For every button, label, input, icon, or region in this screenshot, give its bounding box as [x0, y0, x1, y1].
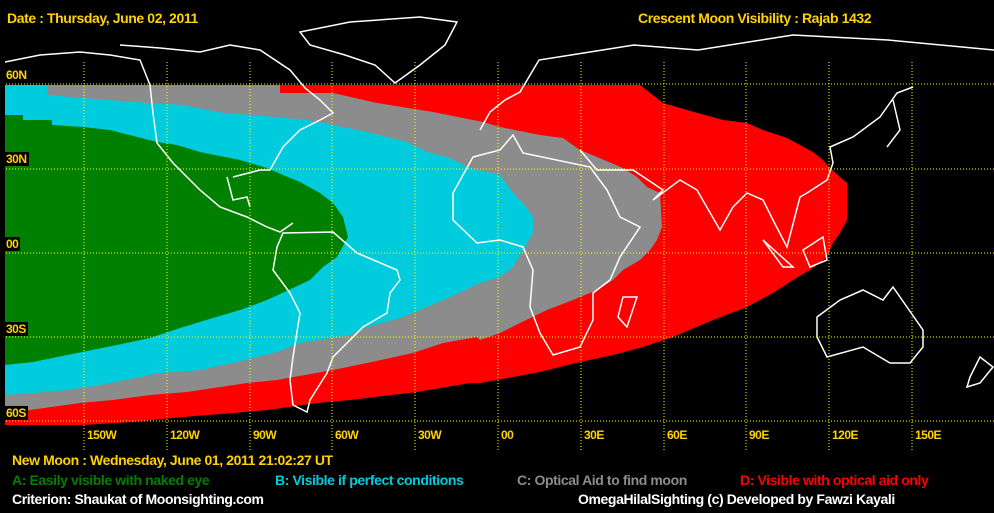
coast-australia: [816, 285, 924, 364]
criterion-label: Criterion: Shaukat of Moonsighting.com: [12, 491, 264, 507]
lon-label-120w: 120W: [170, 428, 200, 442]
coast-japan: [886, 99, 901, 148]
lon-label-90e: 90E: [749, 428, 769, 442]
lon-label-150e: 150E: [915, 428, 942, 442]
coast-sumatra: [762, 239, 795, 268]
coast-eurasia: [479, 34, 994, 250]
legend-a: A: Easily visible with naked eye: [12, 472, 210, 488]
lon-label-30e: 30E: [584, 428, 604, 442]
new-moon-label: New Moon : Wednesday, June 01, 2011 21:0…: [12, 452, 333, 468]
lat-label-30n: 30N: [4, 152, 29, 166]
lon-label-120e: 120E: [832, 428, 859, 442]
lon-label-30w: 30W: [418, 428, 442, 442]
coast-borneo: [802, 235, 828, 268]
legend-c: C: Optical Aid to find moon: [517, 472, 687, 488]
coast-greenland: [298, 16, 459, 84]
lat-label-60n: 60N: [4, 68, 29, 82]
graticule: [0, 62, 994, 450]
lon-label-150w: 150W: [87, 428, 117, 442]
credit-label: OmegaHilalSighting (c) Developed by Fawz…: [578, 491, 895, 507]
legend-d: D: Visible with optical aid only: [740, 472, 929, 488]
coast-africa: [452, 133, 642, 356]
lon-label-90w: 90W: [253, 428, 277, 442]
lon-label-60w: 60W: [335, 428, 359, 442]
lat-label-30s: 30S: [4, 322, 28, 336]
zone-a-region: [5, 115, 348, 365]
coast-madagascar: [617, 296, 639, 329]
coastlines: [4, 16, 994, 414]
date-label: Date : Thursday, June 02, 2011: [7, 10, 198, 26]
lon-label-0: 00: [501, 428, 514, 442]
coast-new-zealand: [965, 355, 994, 389]
coast-south-america: [272, 231, 401, 414]
coast-north-america: [4, 44, 335, 233]
lon-label-60e: 60E: [667, 428, 687, 442]
legend-b: B: Visible if perfect conditions: [275, 472, 464, 488]
lat-label-equator: 00: [4, 237, 21, 251]
lat-label-60s: 60S: [4, 406, 28, 420]
map-title: Crescent Moon Visibility : Rajab 1432: [638, 10, 872, 26]
